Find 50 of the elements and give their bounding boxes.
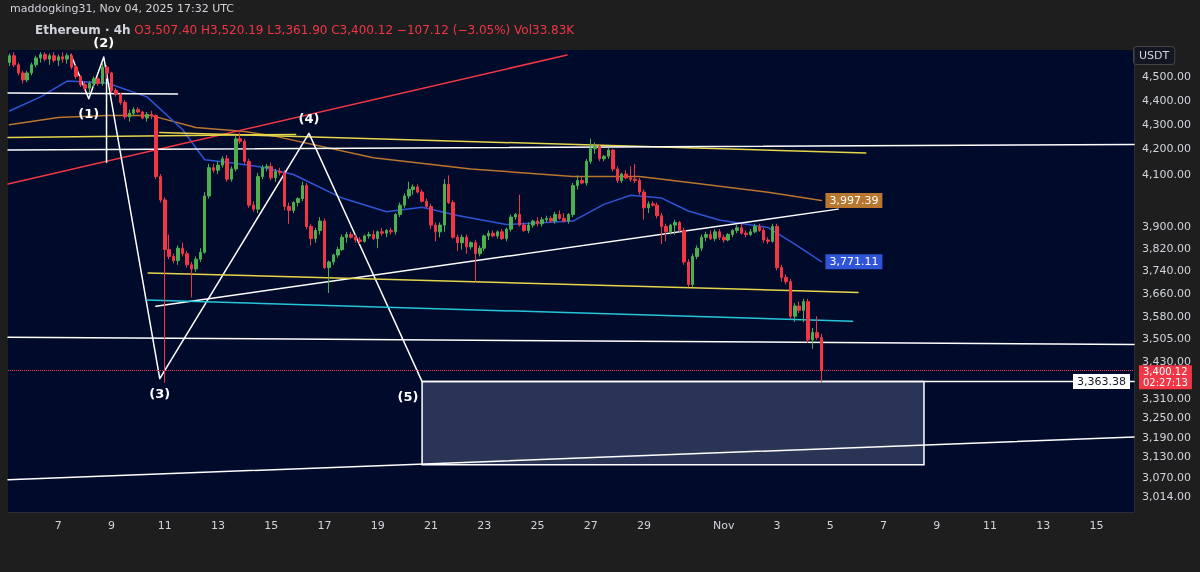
x-tick-label: 3 xyxy=(773,519,781,532)
x-tick-label: 17 xyxy=(317,519,332,532)
chart-subtitle: O3,507.40 H3,520.19 L3,361.90 C3,400.12 −107.12 (−3.05%) Vol33.83K xyxy=(134,23,576,37)
y-tick-label: 3,900.00 xyxy=(1142,219,1191,233)
y-tick-label: 4,200.00 xyxy=(1142,142,1191,156)
ref-line-label: 3,400.12 02:27:13 xyxy=(1143,366,1188,389)
chart-title: Ethereum · 4h xyxy=(35,23,131,37)
annotation: (2) xyxy=(93,35,115,51)
y-tick-label: 3,250.00 xyxy=(1142,411,1191,425)
x-tick-label: 15 xyxy=(264,519,279,532)
data-label: 3,363.38 xyxy=(1077,375,1126,389)
data-label: 3,771.11 xyxy=(829,255,879,269)
y-tick-label: 3,310.00 xyxy=(1142,391,1191,405)
data-label: 3,997.39 xyxy=(829,194,879,208)
y-tick-label: 3,190.00 xyxy=(1142,430,1191,444)
x-tick-label: 13 xyxy=(211,519,225,532)
x-tick-label: 13 xyxy=(1036,519,1051,532)
y-tick-label: 3,430.00 xyxy=(1142,354,1191,368)
y-tick-label: 3,820.00 xyxy=(1142,241,1191,255)
text: maddogking31, Nov 04, 2025 17:32 UTC xyxy=(10,2,235,15)
y-tick-label: 3,130.00 xyxy=(1142,450,1191,464)
x-tick-label: 5 xyxy=(826,519,834,532)
annotation: (5) xyxy=(397,388,419,404)
x-tick-label: 27 xyxy=(583,519,598,532)
y-tick-label: 4,100.00 xyxy=(1142,167,1191,181)
x-tick-label: 11 xyxy=(157,519,172,532)
annotation: (3) xyxy=(149,385,171,401)
x-tick-label: 19 xyxy=(370,519,385,532)
y-tick-label: 3,580.00 xyxy=(1142,309,1191,323)
annotation: (4) xyxy=(298,111,320,127)
y-tick-label: 4,300.00 xyxy=(1142,117,1191,131)
x-tick-label: 7 xyxy=(54,519,62,532)
x-tick-label: 7 xyxy=(880,519,888,532)
x-tick-label: 9 xyxy=(933,519,941,532)
y-tick-label: 3,070.00 xyxy=(1142,470,1191,484)
x-tick-label: 29 xyxy=(636,519,651,532)
x-tick-label: 9 xyxy=(108,519,116,532)
y-axis-title: USDT xyxy=(1139,49,1170,62)
x-tick-label: 15 xyxy=(1089,519,1104,532)
x-tick-label: 23 xyxy=(477,519,492,532)
y-tick-label: 3,505.00 xyxy=(1142,331,1191,345)
x-tick-label: 21 xyxy=(423,519,438,532)
x-tick-label: 25 xyxy=(530,519,545,532)
y-tick-label: 4,500.00 xyxy=(1142,69,1191,83)
x-tick-label: Nov xyxy=(713,519,736,532)
y-tick-label: 3,740.00 xyxy=(1142,263,1191,277)
y-tick-label: 3,660.00 xyxy=(1142,286,1191,300)
x-tick-label: 11 xyxy=(982,519,997,532)
y-tick-label: 3,014.00 xyxy=(1142,490,1191,504)
y-tick-label: 4,400.00 xyxy=(1142,93,1191,107)
